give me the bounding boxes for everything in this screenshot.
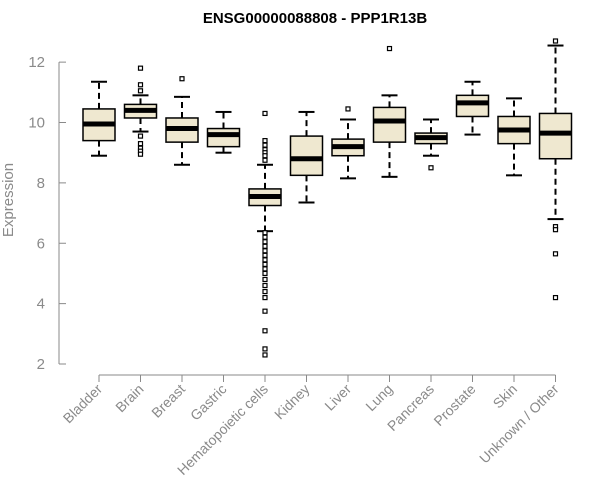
box-brain [123,65,158,157]
outlier-point [262,110,268,117]
outlier-point [179,76,185,82]
outlier-point [262,239,268,245]
outlier-point [262,138,268,144]
x-tick-label: Liver [321,381,354,414]
outlier-point [552,251,559,257]
outlier-point [262,346,268,352]
outlier-point [262,352,268,358]
box-bladder [82,80,116,157]
x-tick-label: Prostate [430,381,478,429]
outlier-point [262,243,268,249]
outlier-point [137,82,144,88]
y-axis: 2 4 6 8 10 12 [28,54,66,373]
x-tick-label: Bladder [60,381,106,427]
box-iqr [455,94,490,118]
box-pancreas [414,118,448,171]
outlier-point [137,133,144,139]
y-tick-label: 8 [37,175,45,192]
x-tick-label: Unknown / Other [476,381,562,467]
box-iqr [289,135,324,177]
outlier-point [262,288,268,295]
box-iqr [372,106,407,143]
x-tick-label: Skin [490,381,521,412]
outlier-point [137,141,144,147]
box-unknown-other [538,38,573,301]
outlier-point [262,142,268,148]
outlier-point [552,227,559,233]
chart-title: ENSG00000088808 - PPP1R13B [203,10,427,27]
outlier-point [262,308,268,314]
outlier-point [262,270,268,277]
outlier-point [137,151,144,157]
outlier-point [262,252,268,258]
outlier-point [262,230,268,236]
boxes-group [82,38,573,358]
x-tick-label: Kidney [271,381,313,423]
y-tick-label: 6 [37,235,45,252]
outlier-point [262,153,268,159]
box-iqr [206,127,241,148]
box-prostate [455,80,490,136]
box-lung [372,45,407,178]
outlier-point [552,294,559,301]
box-hematopoietic-cells [248,110,282,358]
y-axis-label: Expression [0,163,17,237]
outlier-point [262,276,268,283]
outlier-point [262,234,268,240]
outlier-point [262,294,268,301]
outlier-point [345,106,351,112]
outlier-point [552,38,559,44]
outlier-point [262,328,268,334]
y-tick-label: 10 [28,115,45,132]
box-iqr [538,112,573,160]
outlier-point [137,88,144,94]
outlier-point [137,65,144,71]
y-tick-label: 4 [37,296,45,313]
box-kidney [289,110,324,204]
outlier-point [386,45,393,52]
box-gastric [206,110,241,154]
outlier-point [262,257,268,263]
x-tick-label: Lung [362,381,395,414]
y-tick-label: 12 [28,54,45,71]
y-tick-label: 2 [37,356,45,373]
box-liver [331,106,365,180]
outlier-point [428,165,434,171]
outlier-point [262,261,268,267]
outlier-point [262,282,268,289]
outlier-point [262,266,268,272]
x-tick-label: Breast [148,381,188,421]
x-tick-label: Brain [112,381,146,415]
box-breast [165,76,199,166]
outlier-point [262,248,268,254]
box-skin [497,97,531,177]
outlier-point [262,157,268,163]
